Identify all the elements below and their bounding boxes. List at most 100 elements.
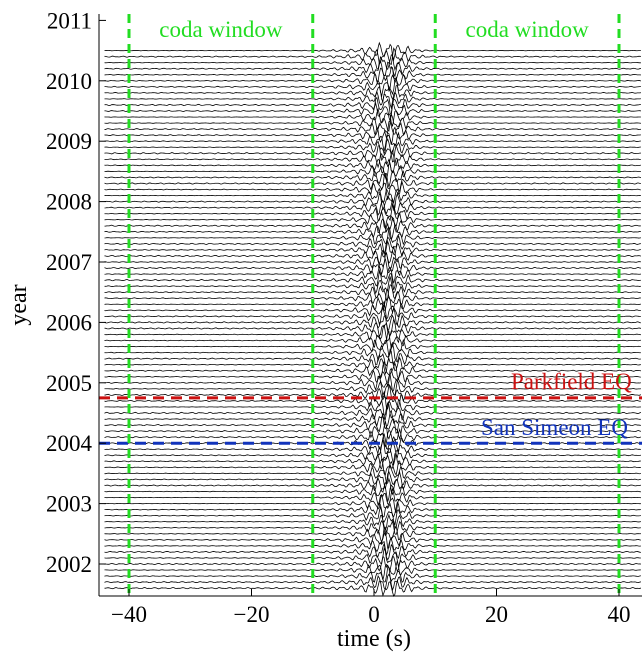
event-label-parkfield: Parkfield EQ [511, 369, 632, 394]
waveform-trace [104, 379, 641, 398]
waveform-trace [104, 107, 641, 127]
waveform-trace [104, 555, 641, 573]
waveform-trace [104, 73, 642, 92]
waveform-trace [104, 41, 641, 62]
waveform-trace [104, 367, 641, 388]
waveform-trace [104, 348, 641, 367]
waveform-trace [104, 384, 642, 402]
waveform-trace [104, 76, 641, 98]
y-tick-label: 2010 [46, 69, 92, 94]
event-label-san-simeon: San Simeon EQ [481, 415, 628, 440]
waveform-trace [104, 59, 641, 78]
waveform-trace [104, 240, 641, 258]
y-tick-label: 2009 [46, 129, 92, 154]
y-tick-label: 2006 [46, 310, 92, 335]
waveform-trace [104, 173, 641, 193]
event-lines [99, 396, 642, 445]
waveform-trace [104, 306, 641, 327]
waveform-trace [104, 47, 641, 66]
waveform-trace [104, 373, 641, 393]
y-tick-label: 2003 [46, 492, 92, 517]
y-tick-label: 2004 [46, 431, 93, 456]
waveform-trace [104, 537, 641, 557]
waveform-trace [104, 573, 642, 592]
waveform-trace [104, 203, 641, 222]
waveform-trace [104, 180, 641, 201]
y-tick-label: 2008 [46, 190, 92, 215]
waveform-trace [104, 494, 641, 513]
waveform-trace [104, 361, 641, 381]
waveform-trace [104, 524, 641, 545]
waveform-trace [104, 276, 641, 295]
waveform-trace [104, 542, 641, 561]
waveform-trace [104, 284, 641, 302]
y-axis-title: year [6, 284, 32, 325]
x-axis-title: time (s) [337, 626, 411, 652]
waveform-trace [104, 520, 641, 537]
x-axis-ticks: −40 −20 0 20 40 [111, 589, 631, 627]
waveform-trace [104, 566, 641, 583]
waveform-trace [104, 197, 641, 216]
waveform-trace [104, 513, 641, 531]
waveform-trace [104, 464, 641, 484]
waveform-trace [104, 445, 642, 466]
waveform-trace [104, 402, 642, 421]
waveform-trace [104, 144, 641, 163]
waveform-trace [104, 65, 641, 84]
waveform-trace [104, 506, 641, 526]
y-tick-label: 2005 [46, 371, 92, 396]
waveform-trace [104, 112, 641, 132]
waveform-trace [104, 330, 642, 350]
waveform-trace [104, 314, 641, 333]
waveform-trace [104, 356, 641, 375]
waveform-trace [104, 264, 641, 284]
waveform-trace [104, 187, 641, 204]
waveform-trace [104, 131, 641, 152]
waveform-trace [104, 84, 641, 103]
waveform-trace [104, 137, 641, 155]
window-label-left: coda window [159, 17, 283, 42]
waveform-trace [104, 96, 641, 115]
waveform-trace [104, 319, 642, 338]
waveform-trace [104, 530, 641, 549]
waveform-trace [104, 416, 641, 434]
waveform-trace [104, 453, 641, 470]
waveform-trace [104, 101, 641, 122]
waveform-trace [104, 149, 641, 169]
waveform-trace [104, 222, 641, 241]
waveform-trace [104, 420, 642, 441]
waveform-trace [104, 324, 641, 344]
y-tick-label: 2002 [46, 552, 92, 577]
waveform-trace [104, 125, 641, 145]
waveform-trace [104, 216, 641, 233]
waveform-trace [104, 120, 642, 139]
waveform-trace [104, 338, 641, 357]
waveform-trace [104, 488, 641, 507]
x-tick-label: 20 [485, 602, 508, 627]
waveform-trace [104, 90, 641, 110]
y-axis-ticks: 2002 2003 2004 2005 2006 2007 2008 2009 2010 2011 [46, 8, 106, 577]
waveform-trace [104, 157, 641, 174]
waveform-trace [104, 235, 641, 254]
waveform-trace [104, 501, 641, 518]
waveform-trace [104, 163, 641, 182]
x-tick-label: −40 [111, 602, 147, 627]
waveform-trace [104, 457, 641, 476]
waveform-traces [104, 41, 642, 598]
waveform-trace [104, 245, 642, 266]
waveform-trace [104, 169, 642, 188]
y-tick-label: 2011 [47, 8, 92, 33]
x-tick-label: 40 [608, 602, 631, 627]
waveform-trace [104, 251, 641, 270]
y-tick-label: 2007 [46, 250, 92, 275]
waveform-trace [104, 470, 641, 490]
waveform-trace [104, 477, 642, 496]
waveform-trace [104, 561, 641, 580]
x-tick-label: −20 [234, 602, 270, 627]
waveform-trace [104, 270, 641, 291]
waveform-trace [104, 439, 641, 459]
waveform-trace [104, 192, 641, 212]
coda-window-lines [127, 14, 621, 596]
